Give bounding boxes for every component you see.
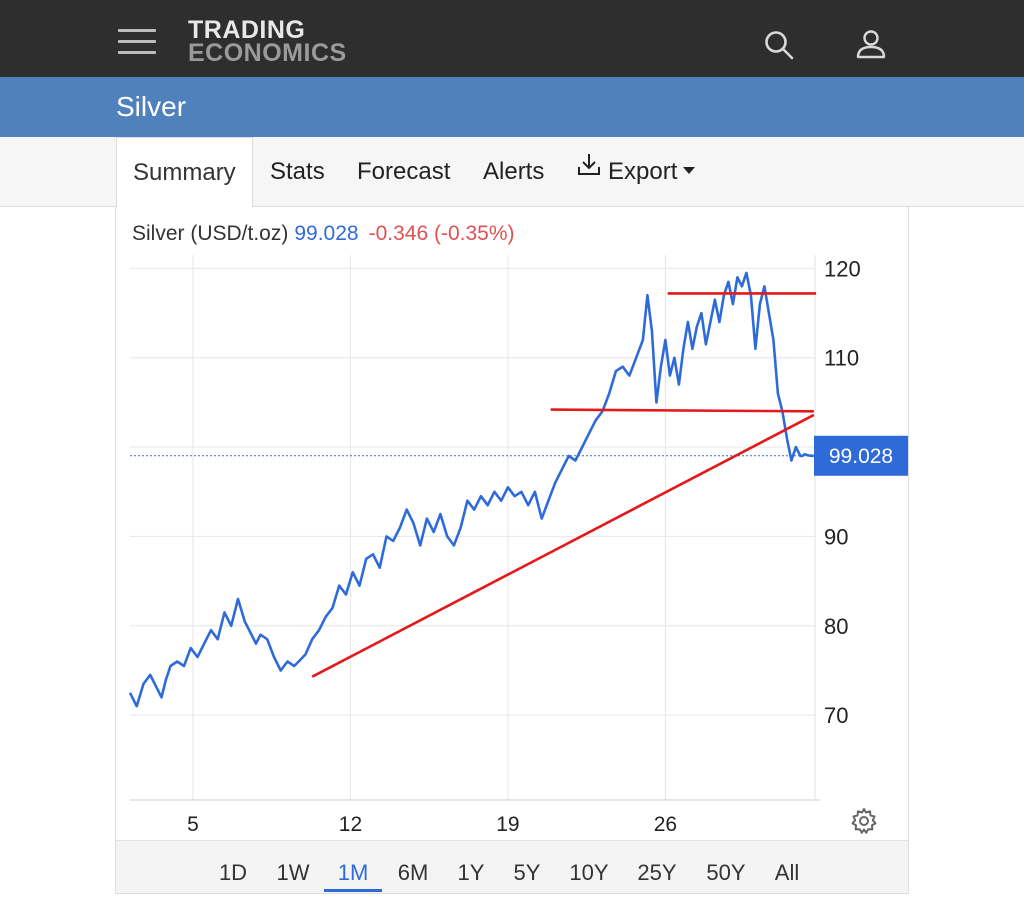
tab-stats[interactable]: Stats [270, 137, 325, 207]
chevron-down-icon [683, 167, 696, 175]
y-tick-label: 90 [824, 524, 848, 549]
y-tick-label: 110 [824, 346, 859, 371]
range-50y[interactable]: 50Y [706, 860, 746, 885]
search-icon[interactable] [762, 28, 796, 62]
tab-stats-label: Stats [270, 158, 325, 185]
range-1y[interactable]: 1Y [457, 860, 485, 885]
logo-line-2: ECONOMICS [188, 39, 347, 67]
range-1m[interactable]: 1M [324, 841, 382, 894]
range-1w[interactable]: 1W [276, 860, 310, 885]
tab-summary[interactable]: Summary [116, 137, 253, 208]
tab-summary-label: Summary [133, 159, 236, 186]
range-10y[interactable]: 10Y [569, 860, 609, 885]
x-tick-label: 26 [654, 813, 677, 836]
tab-forecast[interactable]: Forecast [357, 137, 450, 207]
tab-export-label: Export [608, 158, 678, 185]
range-all[interactable]: All [774, 860, 800, 885]
chart-grid [130, 255, 815, 800]
tab-alerts-label: Alerts [483, 158, 545, 185]
instrument-name: Silver (USD/t.oz) [132, 222, 289, 245]
user-icon[interactable] [854, 28, 888, 62]
range-25y[interactable]: 25Y [637, 860, 677, 885]
chart-price-tag: 99.028 [814, 435, 908, 476]
range-selector: 1D 1W 1M 6M 1Y 5Y 10Y 25Y 50Y All [116, 840, 908, 893]
logo-line-1: TRADING [188, 16, 306, 44]
x-tick-label: 19 [496, 813, 519, 836]
quote-legend: Silver (USD/t.oz) 99.028 -0.346 (-0.35%) [132, 222, 515, 246]
range-1d[interactable]: 1D [218, 860, 248, 885]
hamburger-icon[interactable] [118, 26, 158, 58]
support-trendline [311, 413, 815, 678]
y-tick-label: 80 [824, 614, 848, 639]
last-price-tag [814, 435, 908, 476]
x-tick-label: 12 [339, 813, 362, 836]
tab-alerts[interactable]: Alerts [483, 137, 544, 207]
page-title: Silver [116, 91, 187, 122]
range-5y[interactable]: 5Y [513, 860, 541, 885]
chart-annotations [311, 292, 817, 678]
chart-series [128, 271, 815, 708]
gear-icon[interactable] [850, 807, 878, 835]
range-6m[interactable]: 6M [397, 860, 429, 885]
x-tick-label: 5 [187, 813, 199, 836]
tab-export[interactable]: Export [576, 135, 696, 207]
last-price-tag-label: 99.028 [829, 445, 893, 468]
site-logo[interactable]: TRADING ECONOMICS [188, 18, 347, 66]
chart-panel [115, 207, 909, 894]
series-line [128, 271, 814, 708]
chart-axes: 7080901001101205121926 [130, 255, 861, 836]
tab-forecast-label: Forecast [357, 158, 451, 185]
download-icon [576, 135, 602, 205]
y-tick-label: 120 [824, 256, 861, 281]
top-bar: TRADING ECONOMICS [0, 0, 1024, 77]
resistance-line [550, 408, 814, 413]
tab-bar: Summary Stats Forecast Alerts Export [0, 135, 1024, 208]
price-change: -0.346 (-0.35%) [368, 222, 515, 245]
title-bar: Silver [0, 77, 1024, 137]
current-price: 99.028 [294, 222, 359, 245]
y-tick-label: 70 [824, 703, 848, 728]
